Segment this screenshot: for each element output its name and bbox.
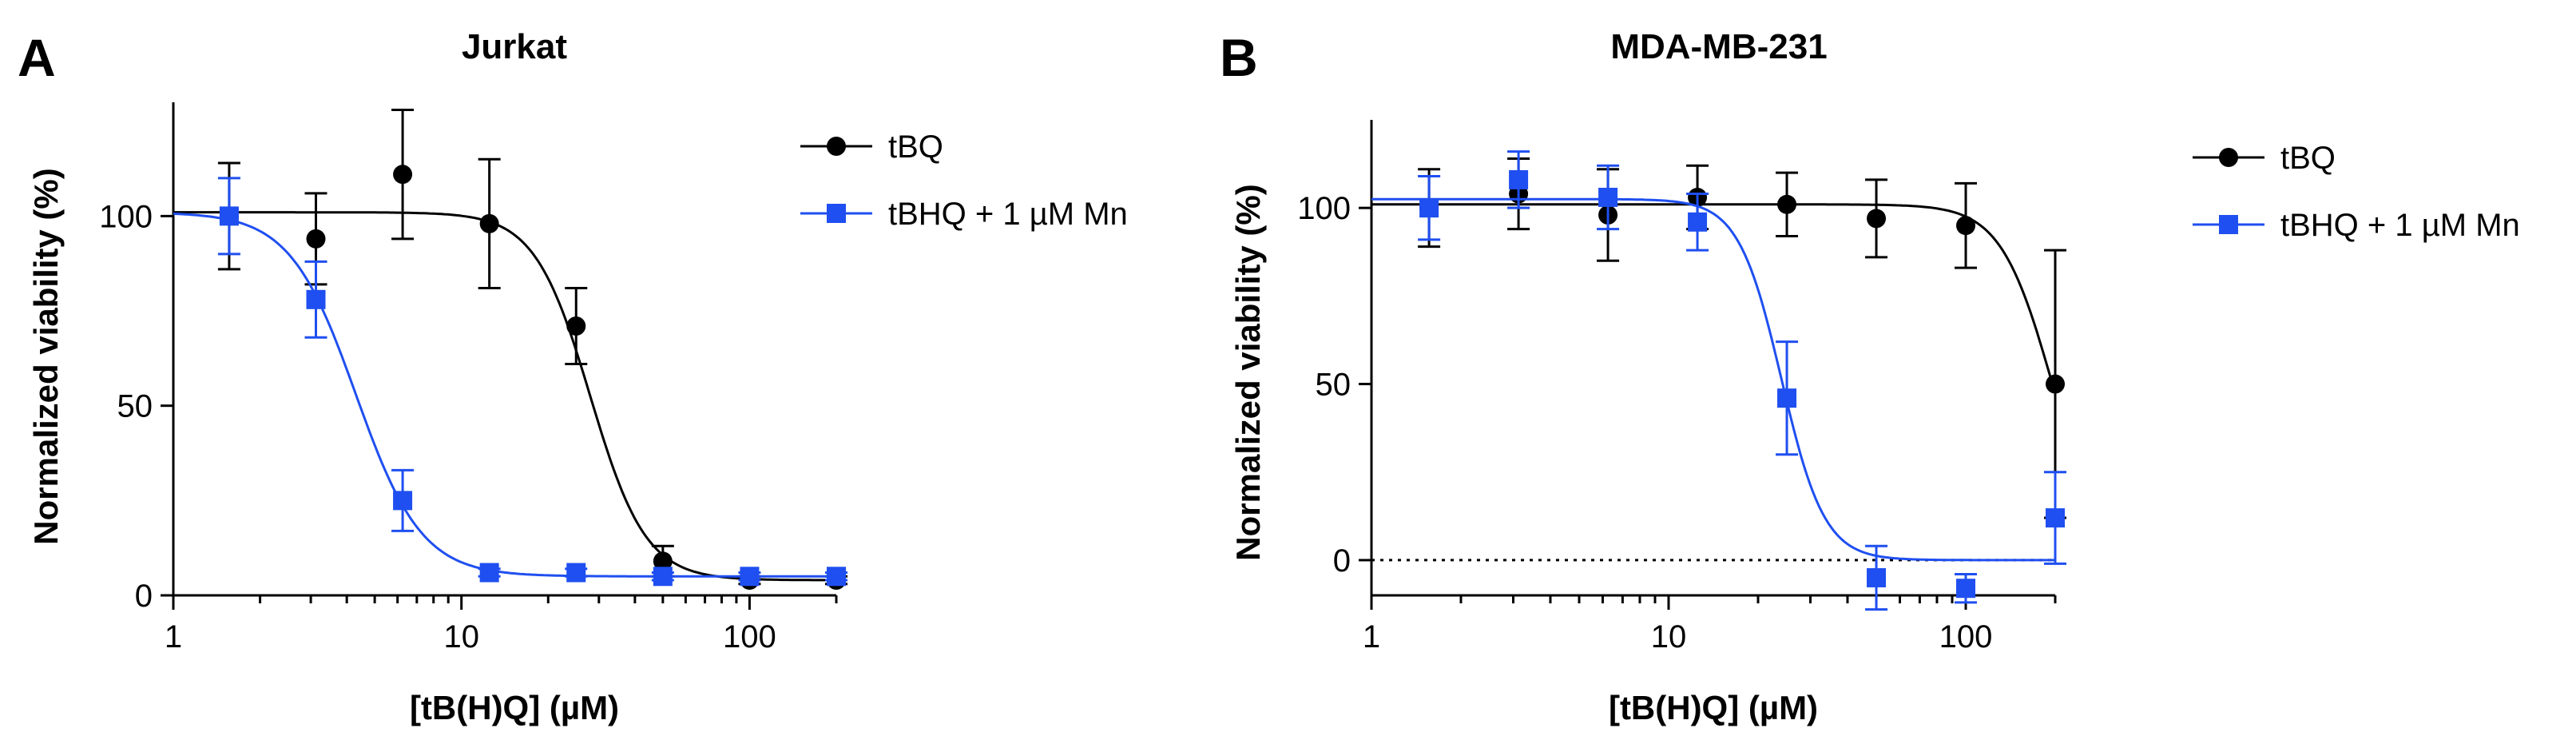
panel-a-legend-marker [827,137,846,156]
panel-a-series-2-marker [306,289,326,309]
panel-b-y-tick-label: 0 [1333,543,1351,579]
panel-a-series-2-marker [827,567,846,587]
panel-a-series-2-marker [653,567,673,587]
panel-b-series-2-point [1597,164,1620,231]
panel-b-series-2-point [1955,573,1978,604]
panel-a-series-1-point [478,157,501,290]
panel-a-series-2-marker [740,567,760,587]
panel-a-series-2-marker [393,491,413,511]
panel-a-series-2-marker [566,563,586,583]
panel-b-x-axis-label: [tB(H)Q] (µM) [1609,689,1818,726]
panel-a-series-2-marker [219,206,239,226]
panel-b-series-1-fit-curve [1371,203,2057,394]
panel-a-plot: 0 50 100 1 10 100 [99,102,847,654]
panel-b-series-2-marker [1777,388,1797,408]
panel-a-y-tick-label: 100 [99,199,153,234]
panel-b: B MDA-MB-231 Normalized viability (%) [t… [1220,27,2520,726]
panel-a-legend: tBQ tBHQ + 1 µM Mn [800,129,1128,232]
panel-b-x-tick-label: 10 [1651,619,1687,654]
panel-a-series-2-point [738,567,761,587]
panel-b-series-1-marker [1867,209,1887,229]
panel-a-legend-marker [827,204,846,223]
panel-b-series-2-point [2044,471,2066,565]
panel-a-series-1-fit-curve [173,211,836,582]
panel-a-series-2-marker [479,563,499,583]
panel-b-series-2-marker [1956,579,1976,599]
panel-a-series-2-point [304,260,327,339]
panel-b-series-2-marker [1509,169,1529,189]
panel-b-x-tick-label: 1 [1363,619,1380,654]
panel-a-series-2-point [391,468,415,532]
panel-a: A Jurkat Normalized viability (%) [tB(H)… [18,27,1128,726]
panel-a-x-tick-label: 100 [723,619,776,654]
panel-b-y-tick-label: 50 [1316,368,1352,403]
panel-letter-a: A [18,28,56,87]
panel-a-legend-label: tBHQ + 1 µM Mn [888,197,1128,232]
panel-a-series-1-marker [566,316,586,336]
panel-b-y-axis-label: Normalized viability (%) [1229,184,1267,560]
panel-b-series-1-point [1776,171,1799,237]
panel-a-y-axis-label: Normalized viability (%) [27,168,65,544]
panel-a-series-1-marker [306,229,326,249]
panel-a-y-tick-label: 0 [135,579,153,614]
panel-a-series-2-point [825,567,847,587]
panel-b-series-2-point [1507,150,1530,209]
panel-b-legend-label: tBHQ + 1 µM Mn [2280,208,2520,243]
panel-a-series-1-point [391,108,415,241]
panel-b-legend: tBQ tBHQ + 1 µM Mn [2193,141,2520,243]
panel-a-legend-item: tBHQ + 1 µM Mn [800,197,1128,232]
panel-b-series-2-marker [1867,567,1887,587]
panel-b-title: MDA-MB-231 [1610,27,1827,66]
panel-letter-b: B [1220,28,1258,87]
panel-a-series-2-point [217,177,240,256]
panel-a-x-tick-label: 1 [165,619,182,654]
panel-b-series-1-point [1955,181,1978,269]
panel-b-legend-marker [2219,148,2238,167]
panel-b-series-2-point [1865,544,1888,611]
panel-b-plot: 0 50 100 1 10 100 [1297,120,2066,654]
panel-b-series-1-marker [1777,194,1797,214]
panel-b-series-2-marker [2046,508,2065,528]
panel-a-series-2-point [565,563,588,583]
panel-b-y-tick-label: 100 [1297,191,1351,226]
panel-b-legend-label: tBQ [2280,141,2336,176]
panel-a-legend-label: tBQ [888,129,943,165]
panel-a-series-1-point [565,287,588,365]
panel-a-series-2-point [651,567,674,587]
panel-b-series-1-marker [1956,216,1976,236]
panel-b-series-2-fit-curve [1371,197,2055,562]
panel-b-legend-item: tBQ [2193,141,2336,176]
panel-a-title: Jurkat [462,27,567,66]
panel-b-series-2-point [1418,175,1441,241]
panel-b-x-tick-label: 100 [1939,619,1993,654]
panel-b-series-2-marker [1419,198,1439,218]
panel-b-series-1-marker [2046,374,2065,394]
panel-a-series-1-marker [653,551,673,571]
panel-a-legend-item: tBQ [800,129,943,165]
panel-a-series-1-marker [393,165,413,185]
panel-b-series-2-marker [1688,212,1708,232]
panel-a-series-2-point [478,563,501,583]
panel-b-series-1-point [1865,178,1888,259]
panel-a-x-tick-label: 10 [443,619,479,654]
panel-a-series-1-marker [479,213,499,233]
panel-a-series-2-fit-curve [173,212,836,578]
panel-b-series-2-point [1686,193,1709,252]
panel-b-series-2-point [1776,340,1799,456]
panel-b-legend-marker [2219,215,2238,234]
panel-b-legend-item: tBHQ + 1 µM Mn [2193,208,2520,243]
panel-a-x-axis-label: [tB(H)Q] (µM) [410,689,619,726]
panel-b-series-2-marker [1598,187,1618,207]
panel-a-y-tick-label: 50 [117,389,153,424]
